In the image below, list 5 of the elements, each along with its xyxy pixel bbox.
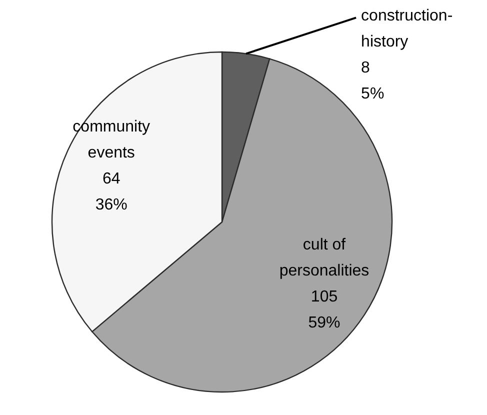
- data-label: 105 59%: [308, 288, 340, 332]
- data-label: 8 5%: [361, 60, 384, 103]
- slice-label: construction-history: [361, 8, 453, 51]
- slice-label: cult of personalities: [279, 236, 370, 280]
- data-label: 64 36%: [95, 170, 128, 214]
